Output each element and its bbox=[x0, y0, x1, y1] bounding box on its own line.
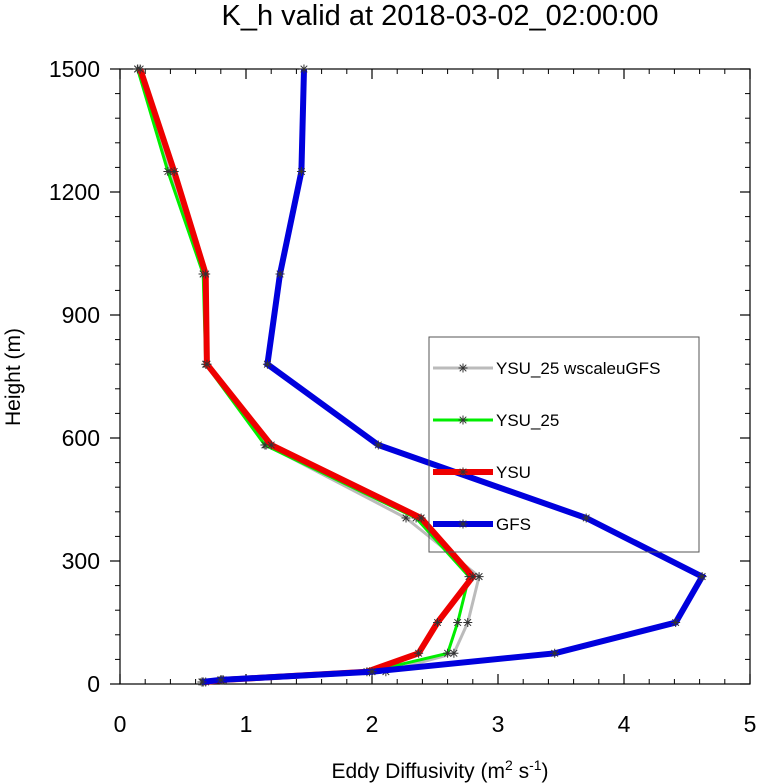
data-point bbox=[453, 618, 463, 627]
data-point bbox=[468, 572, 478, 582]
data-point bbox=[414, 648, 424, 658]
y-tick-label: 0 bbox=[87, 671, 100, 697]
legend-marker bbox=[458, 519, 468, 529]
legend-entry: YSU_25 bbox=[433, 411, 559, 430]
y-tick-label: 1500 bbox=[49, 56, 100, 82]
legend-marker bbox=[458, 415, 468, 425]
legend-label: YSU_25 wscaleuGFS bbox=[496, 359, 660, 378]
legend: YSU_25 wscaleuGFS YSU_25 YSU GFS bbox=[428, 336, 700, 553]
legend-marker bbox=[458, 363, 468, 373]
series-line bbox=[136, 68, 481, 684]
data-point bbox=[416, 513, 426, 523]
axes: 0 1 2 3 4 5 0 300 600 900 1200 1500 bbox=[49, 56, 757, 737]
y-tick-label: 900 bbox=[62, 302, 100, 328]
series-ysu-25-wscaleugfs bbox=[133, 64, 484, 687]
data-point bbox=[671, 618, 681, 627]
data-point bbox=[463, 618, 473, 627]
data-point bbox=[697, 572, 707, 582]
data-point bbox=[275, 269, 285, 279]
series-line bbox=[137, 68, 477, 685]
legend-entry: GFS bbox=[433, 515, 531, 534]
series-line bbox=[201, 68, 707, 685]
data-point bbox=[367, 667, 377, 677]
data-point bbox=[169, 167, 179, 176]
legend-marker bbox=[458, 467, 468, 477]
data-point bbox=[433, 618, 443, 627]
data-point bbox=[163, 167, 173, 176]
data-point bbox=[443, 648, 453, 658]
data-point bbox=[550, 648, 560, 658]
y-tick-label: 600 bbox=[62, 425, 100, 451]
y-axis-label: Height (m) bbox=[2, 328, 25, 426]
data-point bbox=[449, 648, 459, 658]
x-tick-label: 1 bbox=[240, 711, 253, 737]
data-point bbox=[474, 572, 484, 582]
legend-label: GFS bbox=[496, 515, 531, 534]
y-tick-label: 300 bbox=[62, 548, 100, 574]
data-point bbox=[201, 269, 211, 279]
data-point bbox=[197, 677, 207, 687]
legend-box bbox=[428, 336, 700, 553]
x-tick-label: 2 bbox=[366, 711, 379, 737]
data-point bbox=[296, 167, 306, 176]
data-point bbox=[401, 513, 411, 523]
data-point bbox=[202, 359, 212, 369]
series-lines bbox=[133, 64, 707, 687]
data-point bbox=[216, 675, 226, 685]
y-tick-label: 1200 bbox=[49, 179, 100, 205]
chart-title: K_h valid at 2018-03-02_02:00:00 bbox=[222, 0, 659, 32]
x-axis-label: Eddy Diffusivity (m2 s-1) bbox=[331, 757, 548, 783]
legend-label: YSU_25 bbox=[496, 411, 559, 430]
legend-label: YSU bbox=[496, 463, 531, 482]
data-point bbox=[581, 513, 591, 523]
plot-frame bbox=[119, 68, 751, 685]
legend-entry: YSU_25 wscaleuGFS bbox=[433, 359, 660, 378]
series-ysu bbox=[135, 64, 478, 687]
series-gfs bbox=[197, 64, 707, 687]
data-point bbox=[262, 359, 272, 369]
x-tick-label: 0 bbox=[114, 711, 127, 737]
data-point bbox=[299, 64, 309, 74]
x-tick-label: 4 bbox=[618, 711, 631, 737]
x-tick-label: 3 bbox=[492, 711, 505, 737]
data-point bbox=[266, 440, 276, 450]
x-tick-label: 5 bbox=[744, 711, 757, 737]
data-point bbox=[373, 440, 383, 450]
data-point bbox=[135, 64, 145, 74]
legend-entry: YSU bbox=[433, 463, 531, 482]
data-point bbox=[260, 440, 270, 450]
